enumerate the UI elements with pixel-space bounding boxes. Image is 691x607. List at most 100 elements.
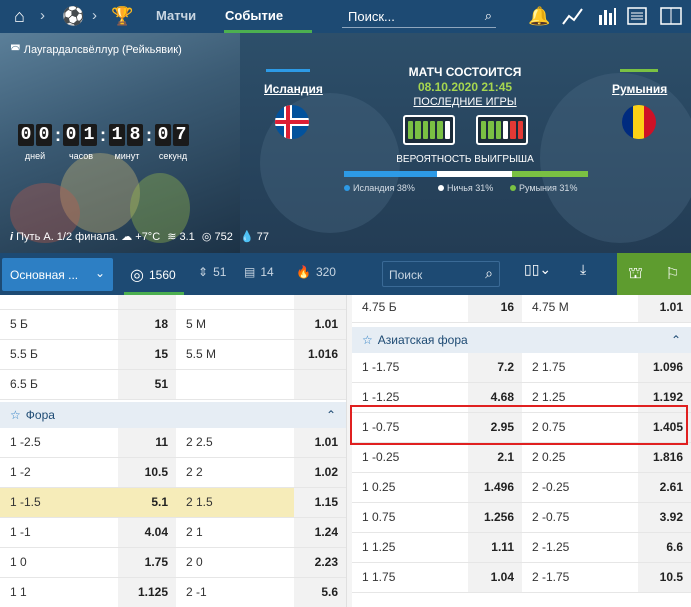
humidity: 77 — [256, 231, 269, 243]
home-icon[interactable]: ⌂ — [14, 5, 25, 26]
odds-value[interactable]: 1.096 — [638, 353, 691, 382]
away-form-widget[interactable] — [476, 115, 528, 145]
form-result-mark — [422, 121, 428, 139]
away-team-name[interactable]: Румыния — [612, 82, 668, 96]
search-input[interactable]: Поиск... ⌕ — [342, 6, 496, 28]
odds-value[interactable]: 15 — [118, 340, 176, 369]
odds-value[interactable]: 18 — [118, 310, 176, 339]
list-icon[interactable] — [627, 6, 647, 26]
odds-value[interactable]: 1.125 — [118, 578, 176, 607]
chevron-up-icon[interactable]: ⌃ — [325, 408, 336, 422]
updown-icon: ⇕ — [198, 265, 209, 279]
row-divider — [352, 382, 691, 383]
chevron-up-icon[interactable]: ⌃ — [670, 333, 681, 347]
odds-value[interactable]: 4.68 — [468, 383, 522, 412]
stadium-view-button[interactable]: ⛫ — [617, 253, 654, 295]
odds-value[interactable] — [294, 295, 346, 309]
highlight-frame — [350, 405, 688, 445]
odds-value[interactable]: 16 — [468, 295, 522, 322]
trend-chart-icon[interactable] — [562, 6, 584, 26]
stat-updown[interactable]: ⇕ 51 — [198, 265, 226, 279]
home-form-widget[interactable] — [403, 115, 455, 145]
odds-value[interactable]: 7.2 — [468, 353, 522, 382]
odds-value[interactable]: 1.04 — [468, 563, 522, 592]
odds-value[interactable]: 1.11 — [468, 533, 522, 562]
odds-row: 1 -0.25 2.1 2 0.25 1.816 — [352, 443, 691, 473]
outcome-label: 1 -0.75 — [362, 420, 400, 434]
odds-value[interactable]: 1.192 — [638, 383, 691, 412]
outcome-label: 5.5 М — [186, 347, 217, 361]
odds-value[interactable]: 1.016 — [294, 340, 346, 369]
layout-columns-icon[interactable]: ▯▯⌄ — [524, 261, 552, 277]
odds-value[interactable]: 1.01 — [638, 295, 691, 322]
odds-value[interactable]: 6.6 — [638, 533, 691, 562]
odds-value[interactable]: 1.256 — [468, 503, 522, 532]
odds-value[interactable]: 1.02 — [294, 458, 346, 487]
row-divider — [0, 339, 346, 340]
win-probability-title: ВЕРОЯТНОСТЬ ВЫИГРЫША — [396, 154, 534, 165]
odds-value[interactable]: 1.01 — [294, 310, 346, 339]
odds-value[interactable]: 2.95 — [468, 413, 522, 442]
odds-value[interactable]: 4.04 — [118, 518, 176, 547]
odds-value[interactable]: 1.816 — [638, 443, 691, 472]
odds-value[interactable]: 11 — [118, 428, 176, 457]
odds-value[interactable]: 3.92 — [638, 503, 691, 532]
timer-digit: 0 — [18, 124, 34, 146]
tab-matches[interactable]: Матчи — [156, 8, 197, 23]
odds-row: 1 -1 4.04 2 1 1.24 — [0, 518, 346, 548]
star-icon[interactable]: ☆ — [10, 408, 21, 422]
trophy-icon[interactable]: 🏆 — [111, 5, 134, 26]
star-icon[interactable]: ☆ — [362, 333, 373, 347]
odds-value[interactable]: 1.24 — [294, 518, 346, 547]
search-icon[interactable]: ⌕ — [485, 265, 493, 281]
odds-value[interactable]: 2.61 — [638, 473, 691, 502]
home-prob-legend: Исландия 38% — [344, 183, 415, 193]
scoreboard-icon[interactable] — [660, 6, 682, 26]
odds-row: 4.75 Б 16 4.75 М 1.01 — [352, 295, 691, 323]
odds-value[interactable]: 5.1 — [118, 488, 176, 517]
stadium-icon: ⛫ — [628, 265, 643, 282]
odds-value[interactable]: 10.5 — [118, 458, 176, 487]
odds-value[interactable]: 1.75 — [118, 548, 176, 577]
bar-chart-icon[interactable] — [597, 6, 617, 26]
active-tab-indicator — [224, 30, 312, 33]
football-icon[interactable]: ⚽ — [62, 5, 85, 26]
odds-value[interactable]: 1.15 — [294, 488, 346, 517]
market-section-header[interactable]: ☆ Фора ⌃ — [0, 402, 346, 428]
stat-fire[interactable]: 🔥 320 — [296, 265, 336, 279]
tab-event[interactable]: Событие — [225, 8, 284, 23]
bell-icon[interactable]: 🔔 — [528, 5, 551, 26]
timer-digit: 1 — [81, 124, 97, 146]
odds-value[interactable]: 1.496 — [468, 473, 522, 502]
odds-value[interactable]: 5.6 — [294, 578, 346, 607]
odds-value[interactable] — [294, 370, 346, 399]
odds-value[interactable]: 51 — [118, 370, 176, 399]
last-games-link[interactable]: ПОСЛЕДНИЕ ИГРЫ — [413, 96, 517, 108]
home-team-name[interactable]: Исландия — [264, 82, 323, 96]
round-label: Путь А. 1/2 финала. — [16, 231, 119, 243]
live-view-button[interactable]: ⚐ — [654, 253, 691, 295]
search-icon[interactable]: ⌕ — [484, 8, 492, 23]
outcome-label: 4.75 М — [532, 300, 569, 314]
away-team-bar — [620, 69, 658, 72]
stat-bars[interactable]: ▤ 14 — [244, 265, 274, 279]
stat-all-markets[interactable]: ◎ 1560 — [130, 265, 176, 285]
home-team-bar — [266, 69, 310, 72]
odds-value[interactable]: 2.23 — [294, 548, 346, 577]
market-search-input[interactable]: Поиск ⌕ — [382, 261, 500, 287]
odds-value[interactable]: 1.01 — [294, 428, 346, 457]
section-title: Фора — [25, 408, 55, 422]
target-icon: ◎ — [130, 267, 144, 284]
legend-dot — [438, 185, 444, 191]
odds-value[interactable]: 2.1 — [468, 443, 522, 472]
odds-row: 1 -1.5 5.1 2 1.5 1.15 — [0, 488, 346, 518]
outcome-label: 2 -0.25 — [532, 480, 570, 494]
market-section-header[interactable]: ☆ Азиатская фора ⌃ — [352, 327, 691, 353]
row-divider — [352, 502, 691, 503]
odds-value[interactable]: 1.405 — [638, 413, 691, 442]
collapse-icon[interactable]: ⤓ — [580, 261, 587, 277]
market-select[interactable]: Основная ... ⌄ — [2, 258, 113, 291]
right-markets-column: 4.75 Б 16 4.75 М 1.01 ☆ Азиатская фора ⌃ 1 -1.7… — [352, 295, 691, 607]
odds-value[interactable]: 10.5 — [638, 563, 691, 592]
odds-value[interactable] — [118, 295, 176, 309]
